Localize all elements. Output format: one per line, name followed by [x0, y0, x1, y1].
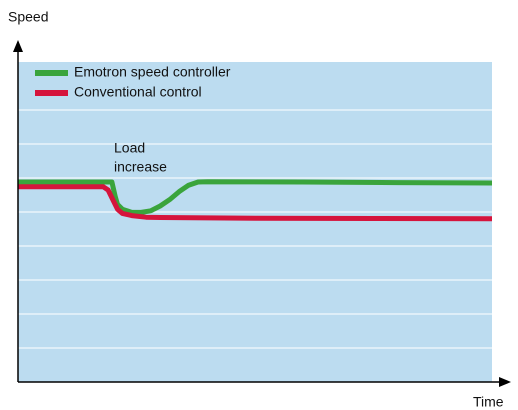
lines [18, 179, 493, 222]
legend: Emotron speed controller Conventional con… [35, 64, 231, 100]
annotation: Load [114, 140, 145, 156]
legend-swatch [35, 90, 68, 96]
grid [18, 109, 492, 349]
annotation: increase [114, 159, 167, 175]
line [18, 184, 493, 222]
y-axis-label: Speed [8, 9, 48, 25]
plot-area [18, 62, 492, 382]
line [18, 179, 493, 215]
y-axis-arrow [13, 40, 23, 52]
legend-label: Emotron speed controller [74, 64, 231, 80]
legend-swatch [35, 70, 68, 76]
x-axis-arrow [499, 377, 511, 387]
x-axis-label: Time [473, 394, 504, 410]
legend-label: Conventional control [74, 84, 202, 100]
